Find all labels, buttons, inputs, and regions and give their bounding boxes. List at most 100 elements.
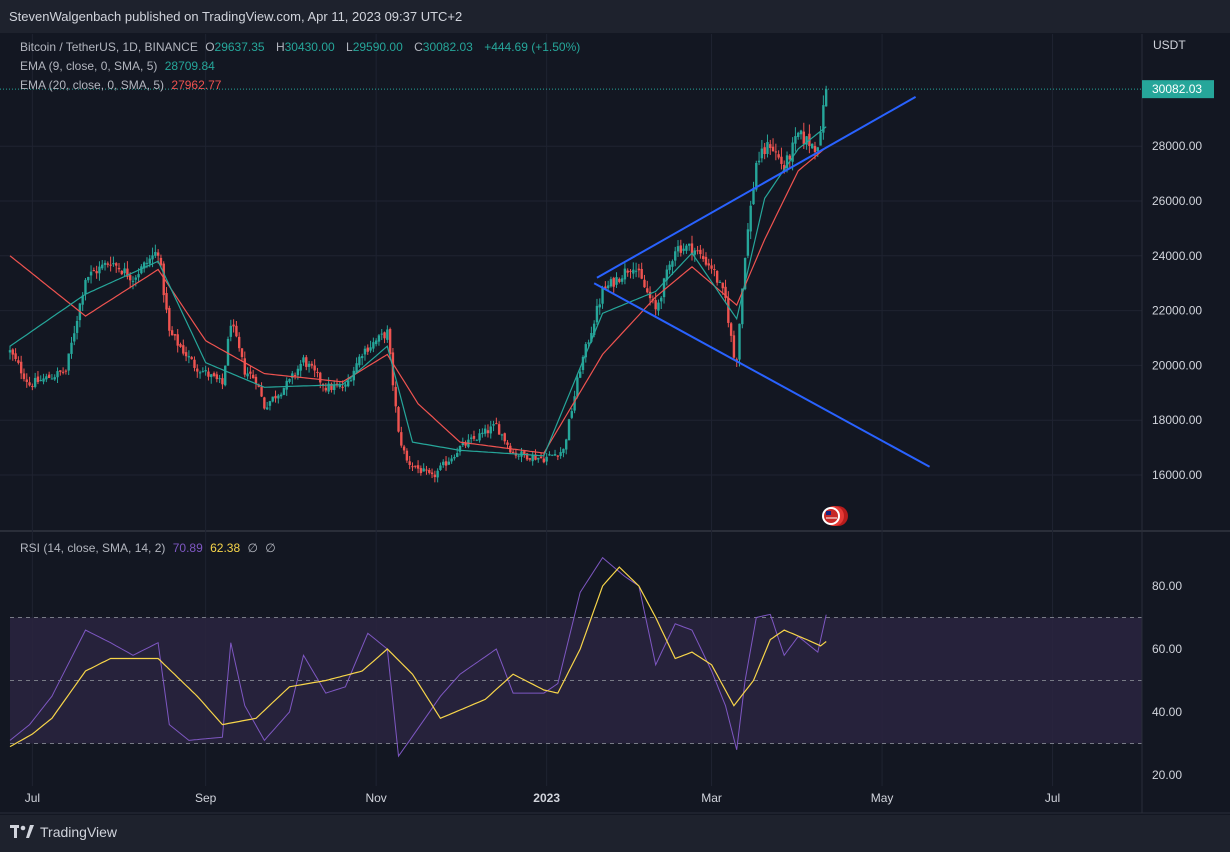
candle-body — [439, 465, 442, 470]
last-price-tag — [1142, 80, 1214, 99]
candle-body — [190, 357, 193, 360]
candle-body — [39, 380, 42, 382]
candle-body — [810, 143, 814, 149]
candle-body — [595, 305, 599, 323]
candle-body — [246, 373, 249, 377]
candle-body — [341, 386, 344, 388]
candle-body — [265, 407, 269, 410]
time-tick-label: Jul — [25, 791, 40, 805]
candle-body — [408, 461, 411, 465]
candle-body — [721, 282, 724, 289]
time-tick-label: Jul — [1045, 791, 1060, 805]
candle-body — [486, 430, 490, 434]
candle-body — [179, 344, 182, 347]
candle-body — [360, 356, 364, 359]
trendline-upper — [596, 96, 917, 279]
candle-body — [637, 268, 641, 271]
candle-body — [506, 442, 509, 445]
candle-body — [131, 280, 135, 282]
candle-body — [299, 363, 302, 371]
ema20-label[interactable]: EMA (20, close, 0, SMA, 5) — [20, 78, 165, 92]
candle-body — [469, 437, 473, 439]
candle-body — [112, 263, 115, 265]
candle-body — [45, 376, 48, 380]
candle-body — [433, 474, 437, 478]
candle-body — [654, 300, 657, 310]
candle-body — [774, 151, 778, 153]
candle-body — [573, 396, 576, 411]
candle-body — [623, 268, 627, 280]
rsi-label[interactable]: RSI (14, close, SMA, 14, 2) — [20, 541, 166, 555]
candle-body — [145, 262, 149, 264]
low-label: L — [346, 40, 353, 54]
candle-body — [794, 136, 797, 144]
candle-body — [822, 105, 825, 133]
candle-body — [254, 376, 258, 384]
candle-body — [461, 442, 464, 446]
candle-body — [503, 433, 506, 442]
candle-body — [154, 251, 157, 256]
candle-body — [629, 270, 632, 272]
candle-body — [330, 383, 333, 390]
candle-body — [237, 336, 241, 349]
candle-body — [785, 155, 789, 169]
candle-body — [279, 394, 283, 397]
candle-body — [137, 274, 140, 278]
candle-body — [277, 395, 280, 399]
candle-body — [783, 164, 786, 170]
candle-body — [551, 454, 554, 456]
candle-body — [305, 357, 308, 367]
candle-body — [592, 323, 596, 335]
us-event-flag-icon — [822, 506, 848, 526]
candle-body — [229, 325, 233, 337]
candle-body — [701, 256, 705, 259]
price-tick-label: 18000.00 — [1152, 413, 1202, 427]
candle-body — [771, 146, 775, 152]
rsi-extra-1: ∅ — [247, 541, 258, 555]
candle-body — [182, 345, 185, 354]
candle-body — [824, 89, 828, 107]
candle-body — [816, 147, 819, 152]
candle-body — [481, 432, 484, 435]
candle-body — [813, 145, 817, 152]
candle-body — [576, 377, 579, 397]
candle-body — [173, 334, 177, 336]
candle-body — [668, 264, 671, 271]
candle-body — [456, 453, 459, 457]
candle-body — [358, 356, 361, 366]
rsi-tick-label: 20.00 — [1152, 768, 1182, 782]
candle-body — [584, 344, 587, 358]
candle-body — [500, 434, 504, 436]
candle-body — [676, 246, 680, 252]
symbol-label[interactable]: Bitcoin / TetherUS, 1D, BINANCE — [20, 40, 198, 54]
low-value: 29590.00 — [352, 40, 403, 54]
tradingview-logo-icon — [10, 825, 34, 838]
candle-body — [688, 243, 691, 246]
candle-body — [780, 156, 783, 164]
footer-bar — [0, 815, 1230, 852]
ema9-label[interactable]: EMA (9, close, 0, SMA, 5) — [20, 59, 158, 73]
candle-body — [548, 454, 551, 456]
candle-body — [156, 252, 160, 256]
candle-body — [777, 154, 780, 158]
candle-body — [159, 257, 163, 266]
candle-body — [618, 278, 621, 282]
candle-body — [693, 250, 696, 255]
ema9-legend: EMA (9, close, 0, SMA, 5) 28709.84 — [20, 59, 219, 73]
candle-body — [73, 333, 76, 342]
candle-body — [640, 268, 643, 279]
candle-body — [615, 277, 618, 285]
candle-body — [117, 267, 121, 270]
candle-body — [204, 370, 207, 372]
candle-body — [537, 457, 540, 460]
flag-canton — [826, 511, 831, 515]
candle-body — [425, 469, 428, 471]
candle-body — [288, 378, 291, 382]
candle-body — [802, 131, 805, 144]
candle-body — [103, 262, 107, 265]
candle-body — [70, 342, 73, 354]
candle-body — [168, 307, 171, 331]
tradingview-logo[interactable]: TradingView — [10, 824, 117, 840]
candle-body — [411, 466, 414, 468]
